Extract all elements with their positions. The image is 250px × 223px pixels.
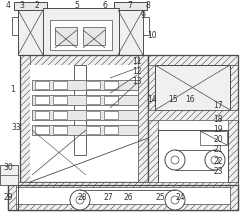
Text: 16: 16 — [185, 95, 195, 105]
Circle shape — [70, 190, 90, 210]
Bar — [158, 130, 228, 183]
Bar — [8, 182, 238, 187]
Bar — [32, 95, 138, 105]
Text: 14: 14 — [147, 95, 157, 105]
Bar — [148, 55, 238, 185]
Bar — [32, 80, 138, 90]
Bar — [104, 111, 118, 119]
Bar — [35, 96, 49, 104]
Bar — [53, 96, 67, 104]
Bar — [104, 96, 118, 104]
Bar — [55, 27, 77, 45]
Bar — [118, 10, 143, 55]
Bar — [35, 81, 49, 89]
Bar — [155, 65, 230, 110]
Text: 21: 21 — [213, 145, 223, 155]
Bar — [228, 55, 238, 185]
Text: 3: 3 — [20, 2, 24, 10]
Bar — [230, 185, 238, 210]
Bar — [200, 131, 227, 145]
Circle shape — [165, 150, 185, 170]
Polygon shape — [20, 135, 148, 182]
Text: 20: 20 — [213, 136, 223, 145]
Circle shape — [171, 156, 179, 164]
Text: 18: 18 — [213, 116, 223, 124]
Circle shape — [171, 196, 179, 204]
Bar — [30, 65, 138, 182]
Text: 26: 26 — [123, 194, 133, 202]
Circle shape — [165, 190, 185, 210]
Bar — [74, 65, 86, 155]
Text: 6: 6 — [102, 2, 108, 10]
Bar — [20, 55, 148, 65]
Bar — [8, 185, 16, 210]
Text: 1: 1 — [10, 85, 16, 95]
Text: 5: 5 — [74, 2, 80, 10]
Text: 13: 13 — [132, 78, 142, 87]
Bar — [50, 20, 112, 50]
Bar — [143, 17, 149, 35]
Bar — [83, 27, 105, 45]
Bar — [20, 55, 30, 182]
Text: 11: 11 — [132, 58, 142, 66]
Bar — [35, 111, 49, 119]
Bar — [0, 165, 18, 185]
Text: 19: 19 — [213, 126, 223, 134]
Text: 2: 2 — [34, 2, 40, 10]
Bar — [114, 2, 147, 10]
Text: 23: 23 — [213, 167, 223, 176]
Bar — [8, 185, 238, 210]
Bar — [53, 126, 67, 134]
Text: 7: 7 — [128, 2, 132, 10]
Bar — [20, 55, 148, 182]
Bar — [53, 81, 67, 89]
Bar — [35, 126, 49, 134]
Bar — [8, 204, 238, 210]
Text: 28: 28 — [77, 194, 87, 202]
Circle shape — [205, 150, 225, 170]
Text: 17: 17 — [213, 101, 223, 109]
Text: 10: 10 — [147, 31, 157, 41]
Bar — [53, 111, 67, 119]
Bar — [104, 81, 118, 89]
Bar — [14, 2, 47, 10]
Bar — [210, 110, 220, 118]
Text: 22: 22 — [213, 157, 223, 167]
Bar — [148, 55, 238, 65]
Bar — [138, 55, 148, 182]
Text: 8: 8 — [146, 2, 150, 10]
Text: 24: 24 — [175, 194, 185, 202]
Bar — [104, 126, 118, 134]
Circle shape — [211, 156, 219, 164]
Bar — [148, 55, 158, 185]
Bar — [86, 126, 100, 134]
Bar — [43, 8, 119, 55]
Text: 12: 12 — [132, 68, 142, 76]
Circle shape — [76, 196, 84, 204]
Bar — [32, 125, 138, 135]
Text: 25: 25 — [155, 194, 165, 202]
Bar — [8, 185, 238, 210]
Text: 33: 33 — [11, 124, 21, 132]
Bar — [86, 81, 100, 89]
Bar — [18, 10, 43, 55]
Bar — [162, 110, 172, 118]
Bar — [148, 110, 238, 120]
Bar — [86, 111, 100, 119]
Bar — [12, 17, 18, 35]
Text: 4: 4 — [6, 2, 10, 10]
Bar — [86, 96, 100, 104]
Text: 27: 27 — [103, 194, 113, 202]
Text: 30: 30 — [3, 163, 13, 173]
Bar — [32, 110, 138, 120]
Text: 15: 15 — [168, 95, 178, 105]
Text: 9: 9 — [140, 12, 145, 21]
Text: 29: 29 — [3, 194, 13, 202]
